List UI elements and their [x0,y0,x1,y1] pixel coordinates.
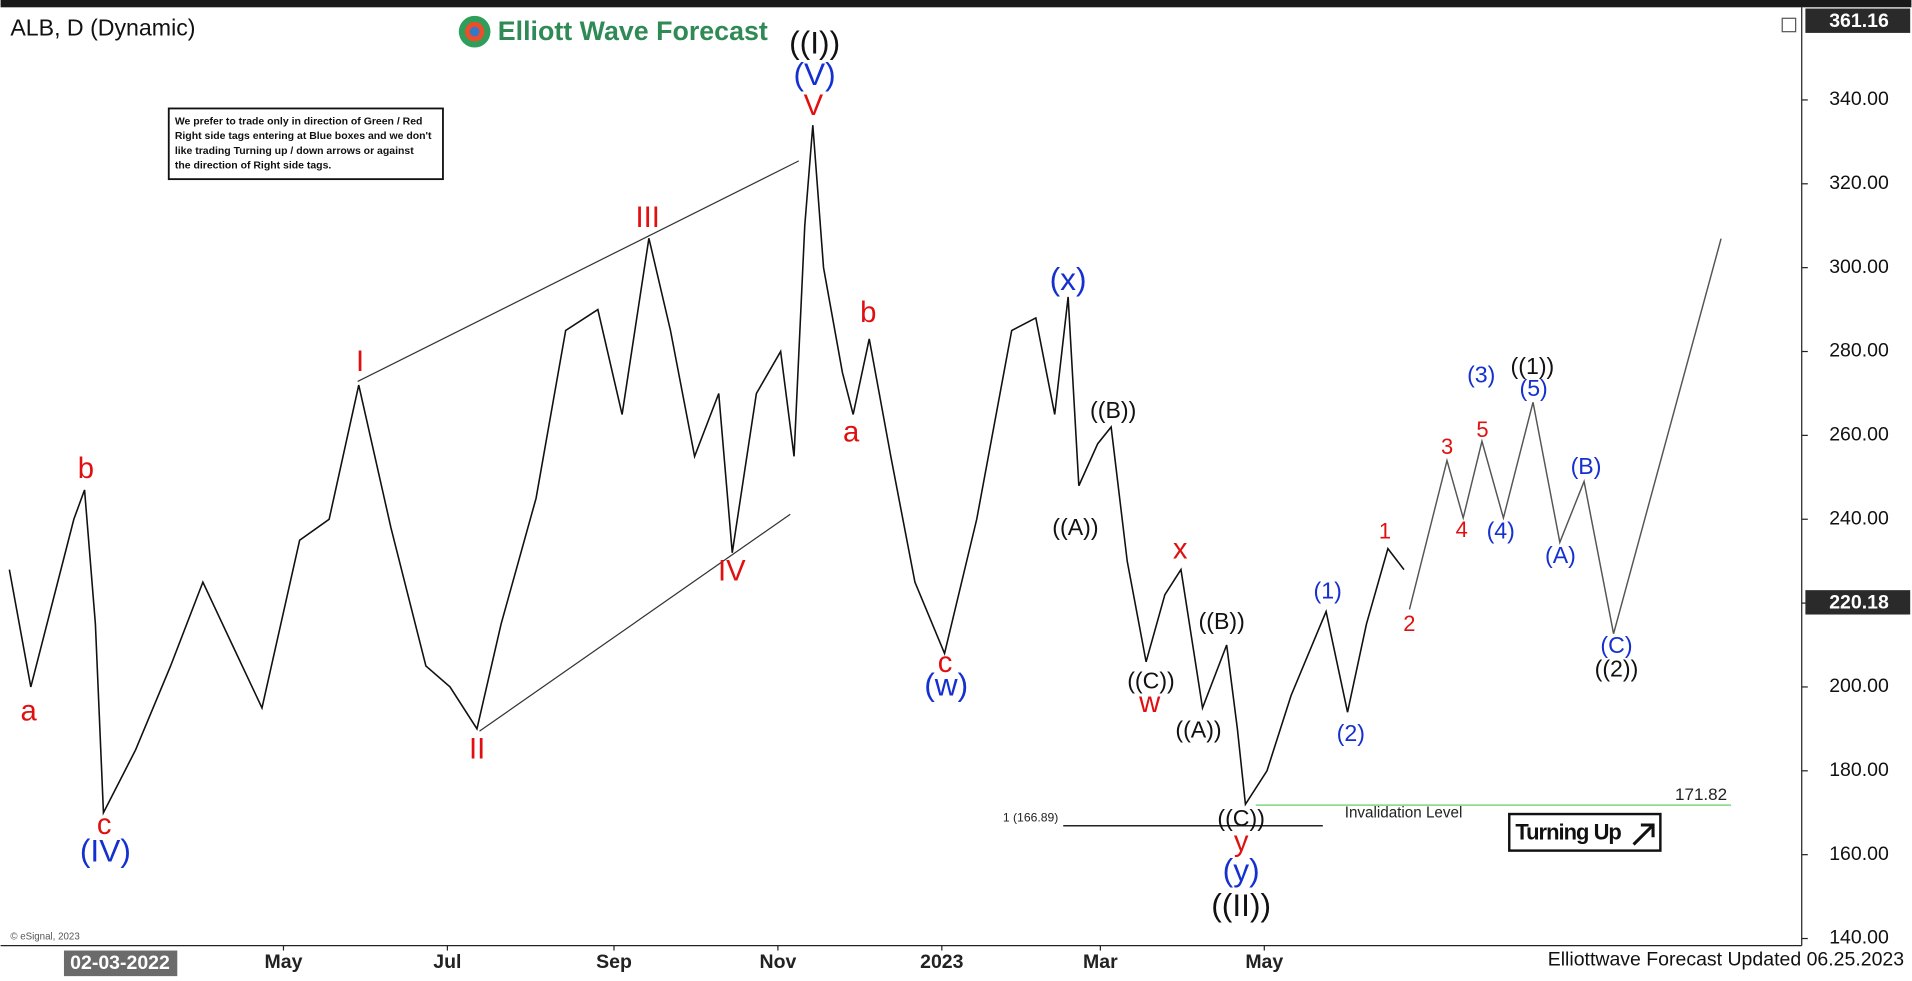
wave-label: 5 [1476,417,1488,442]
y-tick-label: 260.00 [1829,424,1889,446]
copyright: © eSignal, 2023 [10,932,79,943]
wave-label: c [938,647,953,679]
level-label: 1 (166.89) [1003,811,1058,825]
wave-label: c [97,809,112,841]
note-line: Right side tags entering at Blue boxes a… [175,131,432,142]
signal-text: Turning Up [1515,819,1621,844]
wave-label: IV [718,555,746,587]
wave-label: (w) [924,667,968,703]
logo-text: Elliott Wave Forecast [498,16,768,46]
wave-label: ((C)) [1127,668,1175,694]
note-box: We prefer to trade only in direction of … [167,107,444,181]
note-line: the direction of Right side tags. [175,160,332,171]
x-tick-label: Mar [1083,951,1118,973]
wave-label: (3) [1467,362,1495,388]
top-bar [0,0,1912,8]
signal-arrow [1632,823,1655,846]
price-marker-label: 220.18 [1829,592,1889,614]
wave-label: I [356,346,364,378]
window-icon [1781,17,1797,33]
y-tick-label: 340.00 [1829,88,1889,110]
note-line: We prefer to trade only in direction of … [175,117,423,128]
wave-label: ((II)) [1211,887,1271,923]
wave-label: ((B)) [1199,608,1245,634]
price-marker-box [1805,590,1911,615]
wave-label: x [1173,534,1188,566]
wave-label: (1) [1314,577,1342,603]
wave-label: II [469,733,485,765]
x-tick-label: 2023 [920,951,964,973]
wave-label: y [1234,826,1249,858]
y-tick-label: 300.00 [1829,256,1889,278]
price-line [8,125,1405,816]
price-marker-label: 361.16 [1829,10,1889,32]
wave-label: ((1)) [1511,353,1555,379]
price-marker-box [1805,8,1911,33]
wave-label: b [860,297,876,329]
chart-title: ALB, D (Dynamic) [10,14,195,40]
y-tick-label: 280.00 [1829,340,1889,362]
y-tick-label: 180.00 [1829,759,1889,781]
channel-line [479,513,791,732]
wave-label: w [1138,687,1161,719]
wave-label: (x) [1050,261,1087,297]
wave-label: V [804,90,824,122]
x-tick-label: Nov [760,951,797,973]
wave-label: (4) [1487,518,1515,544]
wave-label: (5) [1519,375,1547,401]
wave-label: b [78,453,94,485]
wave-label: a [843,417,860,449]
wave-label: (2) [1337,720,1365,746]
wave-label: 3 [1441,434,1453,459]
x-tick-label: Sep [596,951,632,973]
wave-label: (A) [1545,542,1576,568]
projection-line [1408,238,1722,634]
note-frame [167,107,444,181]
x-tick-label: May [265,951,303,973]
logo: Elliott Wave Forecast [458,15,768,48]
y-tick-label: 320.00 [1829,172,1889,194]
logo-icon-core [469,26,480,37]
wave-label: a [20,696,37,728]
wave-label: (V) [794,56,836,92]
y-tick-label: 200.00 [1829,675,1889,697]
wave-label: ((A)) [1175,716,1221,742]
wave-label: (C) [1600,632,1632,658]
y-tick-label: 240.00 [1829,507,1889,529]
wave-label: ((2)) [1595,655,1639,681]
note-line: like trading Turning up / down arrows or… [175,146,414,157]
level-value: 171.82 [1675,785,1727,804]
wave-label: III [635,202,659,234]
x-tick-label: Jul [433,951,461,973]
wave-label: 4 [1456,517,1468,542]
wave-label: (B) [1571,453,1602,479]
y-tick-label: 160.00 [1829,843,1889,865]
wave-label: ((I)) [789,24,840,60]
signal-box: Turning Up [1508,812,1662,852]
wave-label: (IV) [80,832,131,868]
level-name: Invalidation Level [1345,805,1463,822]
wave-label: (y) [1223,852,1260,888]
wave-label: ((B)) [1090,397,1136,423]
channel-line [357,160,800,382]
cursor-box [63,950,178,977]
cursor-label: 02-03-2022 [70,952,170,974]
wave-label: ((A)) [1052,514,1098,540]
wave-label: ((C)) [1217,805,1265,831]
y-tick-label: 140.00 [1829,927,1889,949]
wave-label: 1 [1379,518,1391,543]
wave-label: 2 [1403,611,1415,636]
x-tick-label: May [1245,951,1283,973]
footer: Elliottwave Forecast Updated 06.25.2023 [1548,948,1904,970]
